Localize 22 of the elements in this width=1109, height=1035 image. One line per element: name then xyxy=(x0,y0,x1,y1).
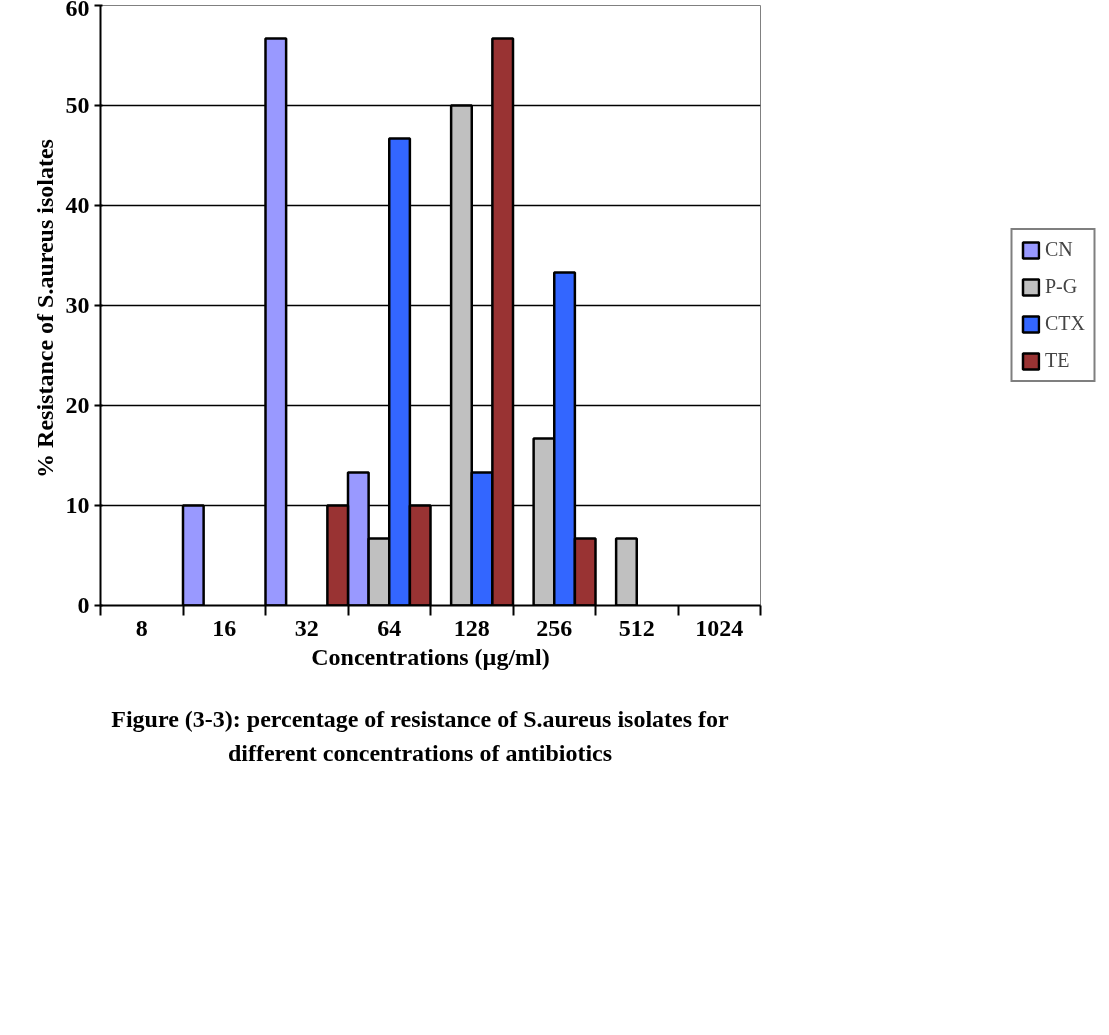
x-axis-title: Concentrations (µg/ml) xyxy=(311,643,550,670)
x-tick-label: 256 xyxy=(536,614,573,641)
y-tick-label: 50 xyxy=(65,92,90,118)
legend-label: TE xyxy=(1045,349,1070,372)
x-tick-label: 64 xyxy=(377,614,402,641)
x-tick-label: 8 xyxy=(135,614,148,641)
x-tick-label: 16 xyxy=(212,614,237,641)
legend-label: CTX xyxy=(1045,312,1085,335)
y-tick-label: 60 xyxy=(65,0,90,21)
x-tick-label: 128 xyxy=(453,614,490,641)
y-axis-title: % Resistance of S.aureus isolates xyxy=(31,139,58,478)
y-tick-label: 20 xyxy=(65,392,90,418)
y-tick-label: 10 xyxy=(65,492,90,518)
legend-label: CN xyxy=(1045,238,1073,261)
legend-label: P-G xyxy=(1045,275,1078,298)
x-tick-label: 32 xyxy=(294,614,319,641)
text: Figure (3-3): percentage of resistance of S.aureus isolates for different concentrations of antibiotics xyxy=(110,705,730,769)
x-tick-label: 1024 xyxy=(695,614,744,641)
x-tick-label: 512 xyxy=(618,614,655,641)
y-tick-label: 40 xyxy=(65,192,90,218)
y-tick-label: 0 xyxy=(77,592,90,618)
y-tick-label: 30 xyxy=(65,292,90,318)
